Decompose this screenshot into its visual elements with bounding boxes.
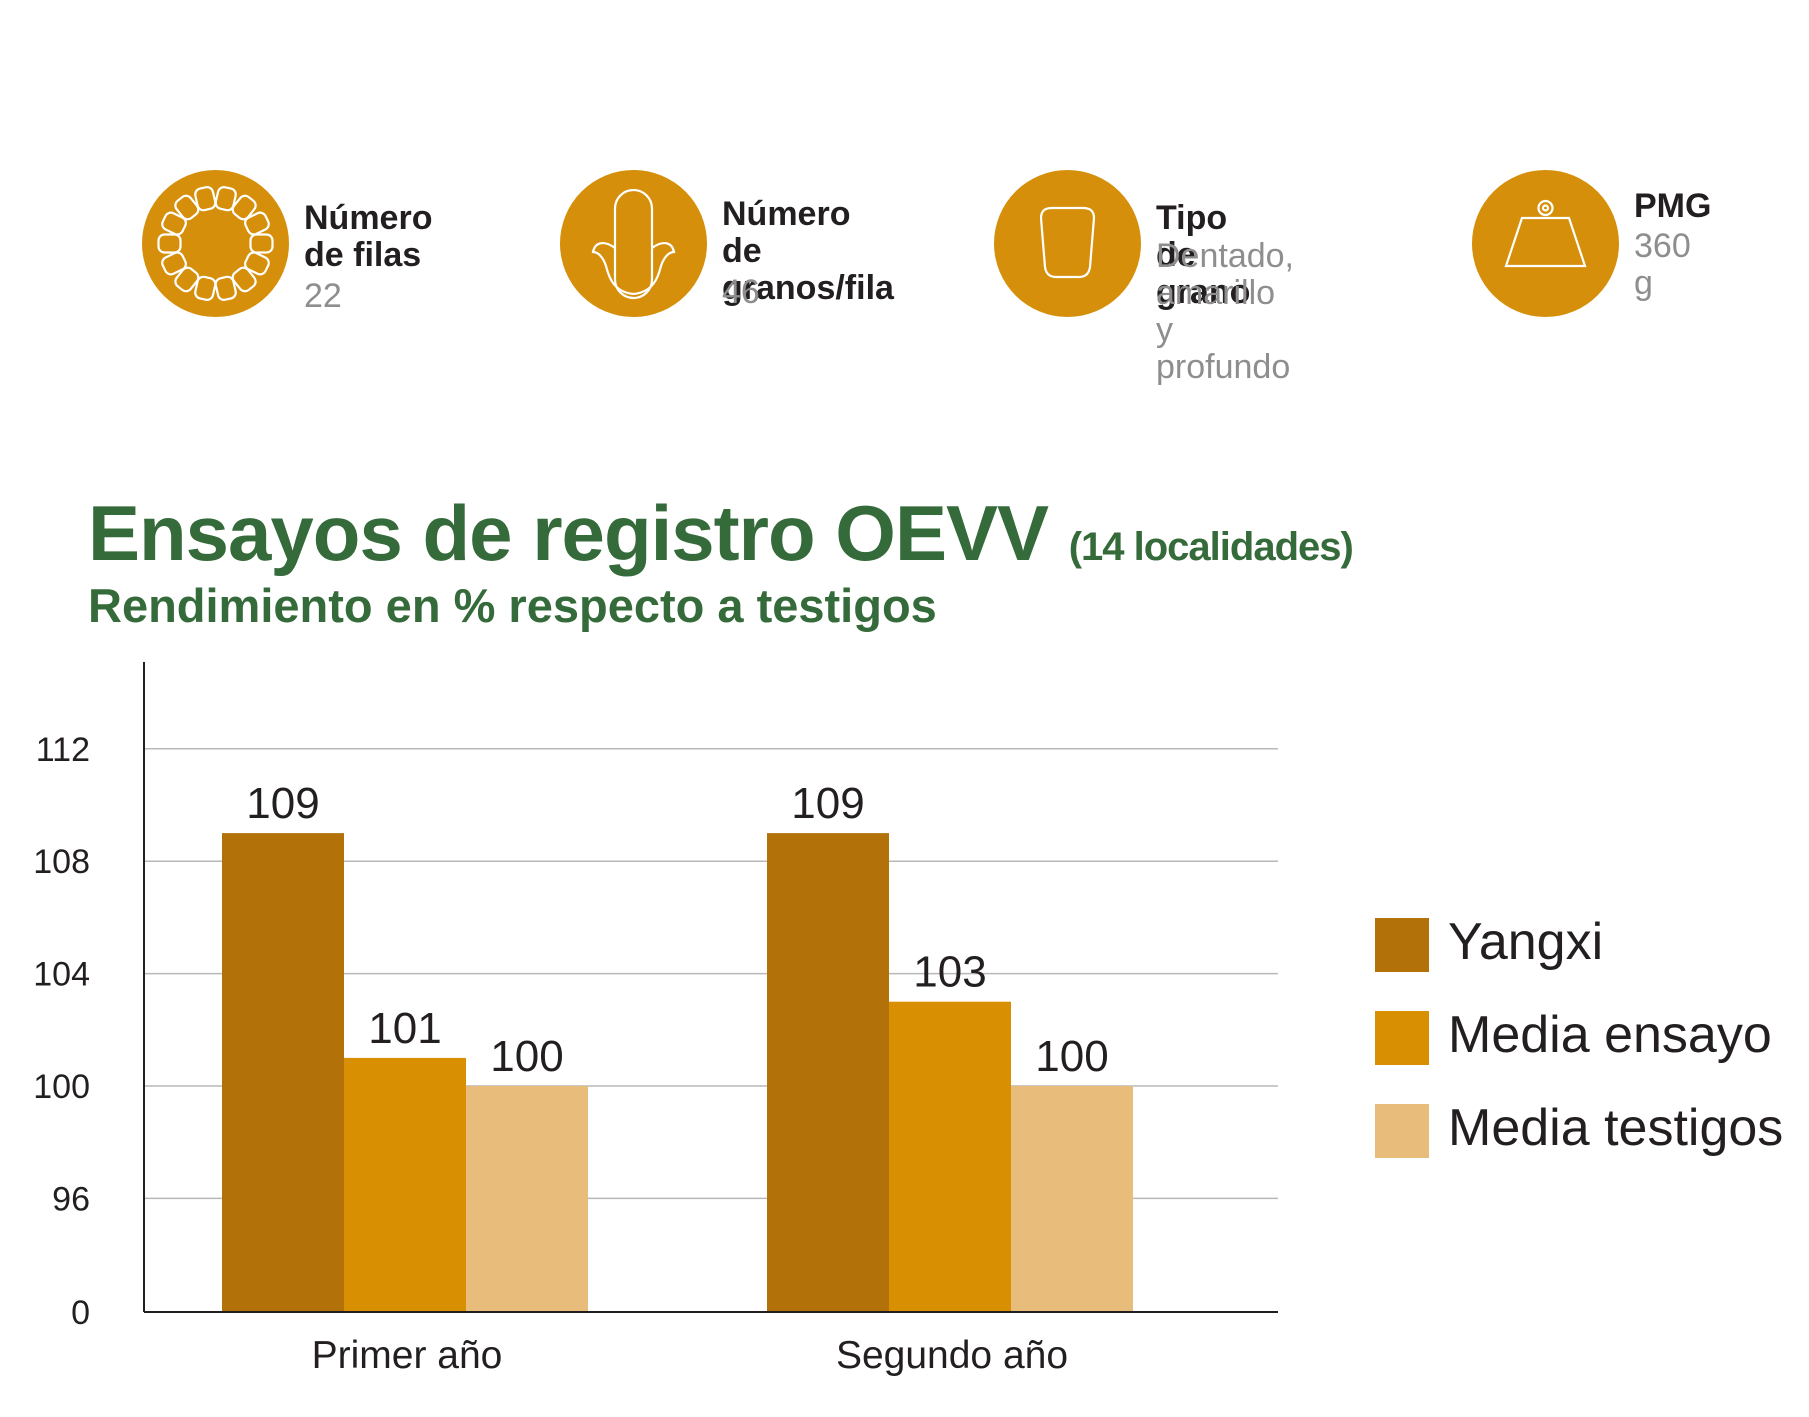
y-tick-label: 112 xyxy=(36,731,90,769)
stat-value: Dentado, amarillo y profundo xyxy=(1156,237,1294,386)
legend-label: Media ensayo xyxy=(1448,1006,1772,1064)
data-label: 103 xyxy=(913,948,986,997)
stat-label: Tipo de grano xyxy=(1156,199,1251,311)
stat-value: 46 xyxy=(722,273,760,311)
bar-media-ensayo xyxy=(344,1057,466,1312)
stat-label: PMG xyxy=(1634,187,1712,225)
legend-label: Media testigos xyxy=(1448,1099,1784,1157)
kernel-rows-icon xyxy=(142,170,289,317)
weight-icon xyxy=(1472,170,1619,317)
y-tick-label: 100 xyxy=(33,1068,90,1106)
x-category-label: Segundo año xyxy=(836,1334,1068,1377)
chart-title-note: (14 localidades) xyxy=(1068,525,1354,569)
bar-media-testigos xyxy=(466,1086,588,1312)
stat-label: Número de filas xyxy=(304,199,433,274)
data-label: 101 xyxy=(368,1004,441,1053)
data-label: 109 xyxy=(791,779,864,828)
chart-title: Ensayos de registro OEVV (14 localidades… xyxy=(88,488,1354,579)
chart-subtitle: Rendimiento en % respecto a testigos xyxy=(88,579,937,632)
chart-title-main: Ensayos de registro OEVV xyxy=(88,489,1049,577)
legend-swatch xyxy=(1375,1011,1429,1065)
stat-label: Número de granos/fila xyxy=(722,195,894,307)
legend-label: Yangxi xyxy=(1448,913,1604,971)
y-tick-label: 96 xyxy=(52,1180,90,1218)
stat-value: 360 g xyxy=(1634,227,1691,302)
legend-swatch xyxy=(1375,918,1429,972)
y-tick-label: 104 xyxy=(33,956,90,994)
data-label: 100 xyxy=(490,1032,563,1081)
bar-media-ensayo xyxy=(889,1001,1011,1312)
bar-media-testigos xyxy=(1011,1086,1133,1312)
data-label: 109 xyxy=(246,779,319,828)
grain-icon xyxy=(994,170,1141,317)
bar-yangxi xyxy=(767,833,889,1312)
bar-yangxi xyxy=(222,833,344,1312)
corn-cob-icon xyxy=(560,170,707,317)
y-tick-label: 0 xyxy=(71,1294,90,1332)
x-category-label: Primer año xyxy=(312,1334,503,1377)
data-label: 100 xyxy=(1035,1032,1108,1081)
legend-swatch xyxy=(1375,1104,1429,1158)
stat-value: 22 xyxy=(304,277,342,315)
y-tick-label: 108 xyxy=(33,843,90,881)
